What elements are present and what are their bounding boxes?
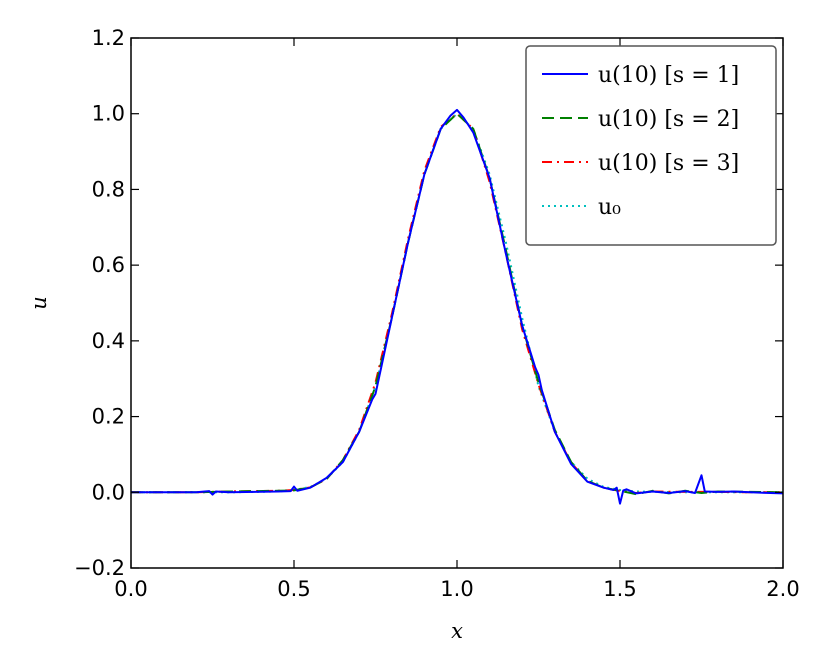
y-tick-label: 1.0 xyxy=(92,102,125,126)
y-tick-label: 0.6 xyxy=(92,253,125,277)
legend: u(10) [s = 1] u(10) [s = 2] u(10) [s = 3] u… xyxy=(525,45,777,246)
ticks-layer: 0.0 0.5 1.0 1.5 2.0−0.20.00.20.40.60.81.01.2 xyxy=(74,26,800,601)
y-tick-label: 0.0 xyxy=(92,480,125,504)
x-tick-label: 1.0 xyxy=(440,577,473,601)
y-tick-label: −0.2 xyxy=(74,556,125,580)
y-axis-label: u xyxy=(27,296,51,310)
legend-label-1: u(10) [s = 1] xyxy=(598,63,739,88)
x-axis-label: x xyxy=(451,619,463,643)
y-tick-label: 1.2 xyxy=(92,26,125,50)
x-tick-label: 0.0 xyxy=(114,577,147,601)
legend-label-4: u₀ xyxy=(598,195,621,220)
x-tick-label: 1.5 xyxy=(603,577,636,601)
y-tick-label: 0.2 xyxy=(92,405,125,429)
legend-label-3: u(10) [s = 3] xyxy=(598,151,739,176)
legend-label-2: u(10) [s = 2] xyxy=(598,107,739,132)
y-tick-label: 0.4 xyxy=(92,329,125,353)
x-tick-label: 0.5 xyxy=(277,577,310,601)
series-line-1 xyxy=(131,108,784,505)
series-layer xyxy=(131,108,784,505)
y-tick-label: 0.8 xyxy=(92,177,125,201)
x-tick-label: 2.0 xyxy=(766,577,799,601)
legend-box xyxy=(525,45,777,246)
